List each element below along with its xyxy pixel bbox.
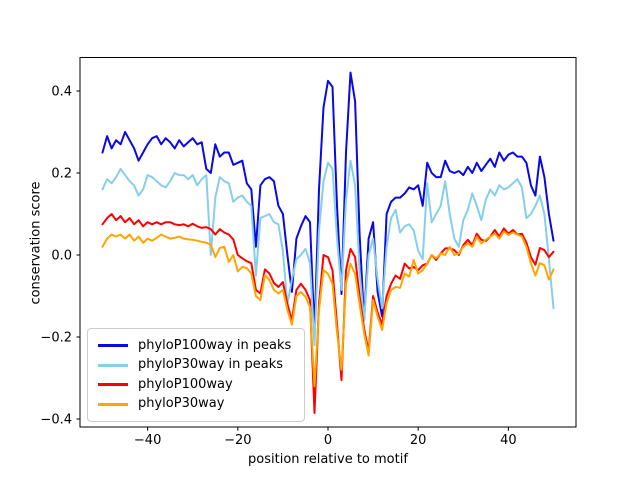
legend-item-phylop100way-in-peaks: phyloP100way in peaks <box>98 337 294 353</box>
y-tick-label: 0.0 <box>51 249 72 264</box>
legend-label: phyloP30way in peaks <box>138 357 284 373</box>
y-tick-label: −0.4 <box>40 413 72 428</box>
x-tick-label: −40 <box>134 433 161 448</box>
legend-label: phyloP30way <box>138 396 225 412</box>
legend-item-phylop100way: phyloP100way <box>98 376 294 392</box>
series-line-phylop30way-in-peaks <box>101 159 555 347</box>
y-axis-label: conservation score <box>28 181 44 305</box>
legend-line-sample-icon <box>98 344 128 348</box>
series-line-phylop100way-in-peaks <box>101 71 555 334</box>
legend-label: phyloP100way in peaks <box>138 337 292 353</box>
legend-line-sample-icon <box>98 363 128 367</box>
x-tick-label: 40 <box>500 433 517 448</box>
series-line-phylop30way <box>101 230 555 388</box>
legend-line-sample-icon <box>98 383 128 387</box>
y-tick-label: 0.2 <box>51 167 72 182</box>
legend-item-phylop30way-in-peaks: phyloP30way in peaks <box>98 357 294 373</box>
legend-label: phyloP100way <box>138 376 233 392</box>
y-tick-label: −0.2 <box>40 331 72 346</box>
x-tick-label: 20 <box>410 433 427 448</box>
legend-line-sample-icon <box>98 402 128 406</box>
y-tick-label: 0.4 <box>51 85 72 100</box>
x-tick-label: −20 <box>224 433 251 448</box>
series-line-phylop100way <box>101 213 555 414</box>
x-tick-label: 0 <box>324 433 332 448</box>
legend: phyloP100way in peaks phyloP30way in pea… <box>87 328 305 422</box>
legend-item-phylop30way: phyloP30way <box>98 396 294 412</box>
x-axis-label: position relative to motif <box>248 452 408 467</box>
